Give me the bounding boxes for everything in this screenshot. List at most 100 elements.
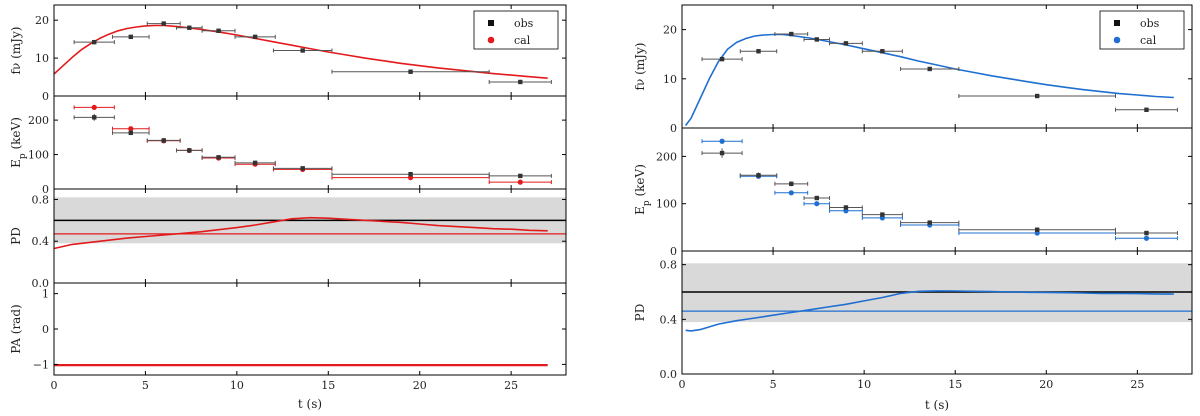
ytick-label-ep-2: 200	[28, 114, 49, 127]
legend-obs-label: obs	[1140, 17, 1160, 30]
ylabel-pa: PA (rad)	[9, 304, 23, 353]
xlabel: t (s)	[925, 398, 949, 412]
legend-cal-marker	[487, 36, 495, 44]
obs-point-7	[408, 69, 413, 74]
obs-point-8	[1144, 107, 1149, 112]
obs-point-2	[789, 31, 794, 37]
legend-box	[473, 10, 559, 50]
panel-pa: −1 0 1 PA (rad)	[9, 282, 567, 376]
cal-point-3	[814, 201, 820, 207]
obs-point-3	[814, 37, 819, 42]
xtick-label-4: 20	[1039, 378, 1053, 391]
ytick-label-flux-2: 20	[35, 14, 49, 27]
obs-point-8	[518, 79, 523, 85]
xtick-label-1: 5	[770, 378, 777, 391]
ytick-label-flux-0: 0	[670, 122, 677, 135]
legend-cal-label: cal	[514, 34, 531, 47]
obs-point-5	[252, 34, 258, 40]
ytick-label-flux-0: 0	[42, 90, 49, 103]
xlabel: t (s)	[298, 397, 322, 411]
ytick-label-pd-2: 0.8	[32, 193, 50, 206]
xtick-label-1: 5	[142, 379, 149, 392]
xtick-label-4: 20	[413, 379, 427, 392]
obs-point-7	[1034, 93, 1040, 99]
xtick-label-3: 15	[948, 378, 962, 391]
ytick-label-pd-0: 0.0	[660, 368, 678, 381]
obs-point-1	[128, 130, 133, 136]
ytick-label-ep-2: 200	[656, 150, 677, 163]
ytick-label-flux-1: 10	[35, 52, 49, 65]
ylabel-ep: Ep (keV)	[633, 164, 652, 215]
xtick-label-2: 10	[857, 378, 871, 391]
ytick-label-pa-2: 1	[42, 288, 49, 301]
cal-point-8	[517, 179, 523, 185]
ytick-label-ep-1: 100	[28, 149, 49, 162]
obs-point-6	[300, 166, 305, 171]
ylabel-flux: fν (mJy)	[9, 27, 23, 75]
ytick-label-pd-2: 0.8	[660, 259, 678, 272]
panel-flux: 0 10 20 fν (mJy) obs cal	[9, 4, 567, 103]
pd-model-curve	[53, 216, 548, 250]
ytick-label-pa-0: −1	[33, 358, 49, 371]
legend-cal-marker	[1113, 36, 1121, 44]
panel-pd: 0.0 0.4 0.8 PD	[633, 250, 1193, 381]
obs-point-3	[187, 148, 192, 153]
obs-point-5	[880, 212, 885, 217]
obs-point-8	[1144, 230, 1149, 236]
ytick-label-flux-1: 10	[663, 73, 677, 86]
panel-ep: 0 100 200 Ep (keV)	[633, 127, 1193, 258]
xtick-label-0: 0	[51, 379, 58, 392]
obs-point-1	[128, 34, 133, 40]
obs-point-4	[843, 41, 849, 46]
obs-point-0	[719, 150, 725, 156]
obs-point-0	[92, 115, 97, 120]
xtick-label-5: 25	[1130, 378, 1144, 391]
ytick-label-ep-1: 100	[656, 198, 677, 211]
ytick-label-pd-1: 0.4	[32, 235, 50, 248]
obs-point-4	[216, 155, 221, 160]
panel-flux: 0 10 20 fν (mJy) obs cal	[633, 4, 1193, 135]
ytick-label-ep-0: 0	[42, 183, 49, 196]
obs-point-3	[814, 195, 819, 201]
legend-obs-marker	[1114, 20, 1120, 26]
cal-point-1	[128, 126, 134, 132]
obs-point-6	[300, 48, 305, 53]
obs-point-7	[1034, 227, 1040, 232]
ylabel-pd: PD	[633, 304, 647, 322]
obs-point-2	[161, 138, 166, 143]
obs-point-1	[756, 173, 761, 178]
ylabel-ep: Ep (keV)	[9, 117, 28, 168]
panel-frame-pa	[53, 282, 567, 376]
cal-point-2	[788, 190, 794, 196]
obs-point-3	[187, 25, 192, 30]
xtick-label-0: 0	[679, 378, 686, 391]
obs-point-5	[880, 49, 885, 54]
legend: obs cal	[1099, 10, 1185, 50]
xtick-label-2: 10	[230, 379, 244, 392]
legend-obs-label: obs	[514, 17, 534, 30]
legend: obs cal	[473, 10, 559, 50]
ytick-label-ep-0: 0	[670, 245, 677, 258]
ylabel-flux: fν (mJy)	[633, 43, 647, 91]
ytick-label-flux-2: 20	[663, 24, 677, 37]
pd-model-curve	[685, 290, 1174, 332]
obs-point-1	[756, 49, 761, 54]
ylabel-pd: PD	[9, 227, 23, 245]
flux-model-curve	[53, 24, 548, 79]
xtick-label-5: 25	[504, 379, 518, 392]
obs-point-6	[927, 220, 932, 225]
cal-point-0	[91, 104, 97, 110]
obs-point-4	[843, 205, 849, 210]
cal-point-0	[719, 138, 725, 144]
legend-cal-label: cal	[1140, 34, 1157, 47]
obs-point-2	[789, 181, 794, 187]
ytick-label-pd-1: 0.4	[660, 313, 678, 326]
obs-point-0	[92, 39, 97, 45]
xtick-label-3: 15	[321, 379, 335, 392]
obs-point-6	[927, 66, 932, 72]
legend-obs-marker	[488, 20, 494, 26]
